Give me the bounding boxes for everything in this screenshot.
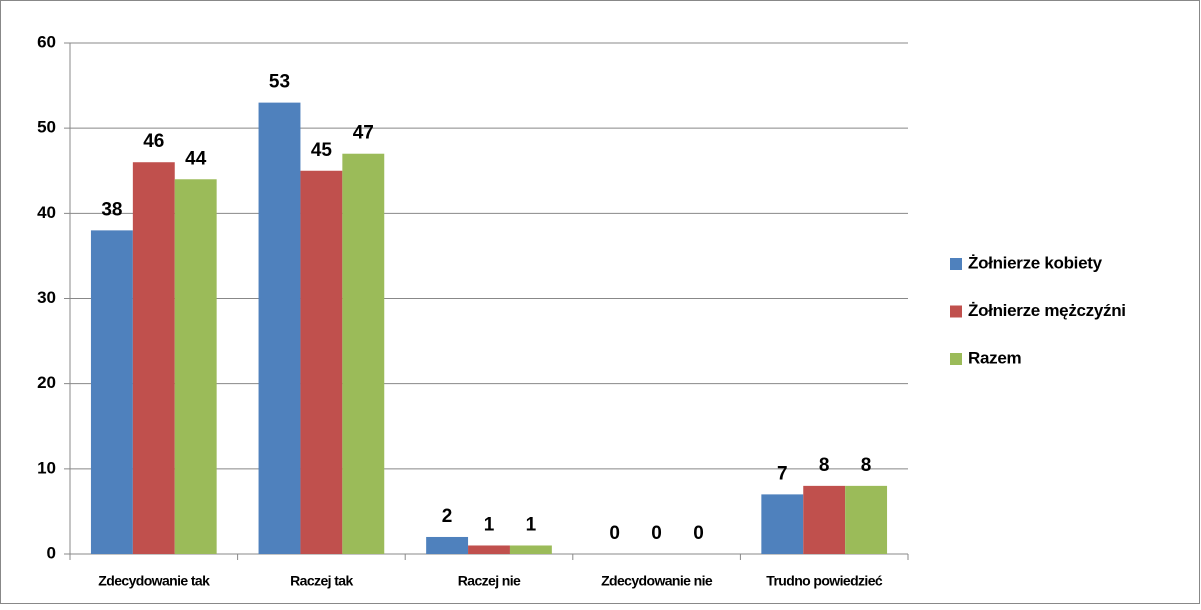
legend-label: Żołnierze mężczyźni — [968, 301, 1126, 320]
data-label: 1 — [484, 514, 495, 535]
bar — [845, 485, 888, 554]
data-label: 2 — [442, 506, 453, 527]
y-tick-label: 10 — [37, 458, 56, 477]
y-tick-label: 60 — [37, 32, 56, 51]
bar — [132, 162, 175, 554]
x-tick-label: Zdecydowanie tak — [98, 573, 210, 589]
bar — [468, 545, 510, 554]
data-label: 38 — [101, 199, 122, 220]
data-label: 44 — [185, 148, 207, 169]
bar — [761, 494, 804, 554]
data-label: 45 — [311, 140, 333, 161]
legend-swatch — [950, 353, 962, 365]
y-tick-label: 50 — [37, 118, 56, 137]
y-tick-label: 40 — [37, 203, 56, 222]
bar — [90, 230, 133, 554]
bar — [426, 536, 469, 554]
y-tick-label: 20 — [37, 373, 56, 392]
bar — [342, 153, 385, 554]
bar — [803, 485, 846, 554]
bar — [174, 179, 217, 554]
bar — [509, 545, 552, 554]
x-tick-label: Zdecydowanie nie — [601, 573, 713, 589]
y-tick-label: 0 — [47, 543, 56, 562]
data-label: 46 — [143, 131, 164, 152]
bar — [300, 170, 343, 554]
data-label: 8 — [861, 455, 872, 476]
data-label: 0 — [693, 523, 704, 544]
x-tick-label: Raczej nie — [458, 573, 521, 589]
legend-label: Razem — [968, 348, 1021, 367]
data-label: 53 — [269, 72, 290, 93]
x-tick-label: Raczej tak — [290, 573, 353, 589]
data-label: 7 — [777, 463, 788, 484]
legend-swatch — [950, 258, 962, 270]
legend-label: Żołnierze kobiety — [968, 253, 1103, 272]
data-label: 47 — [353, 123, 374, 144]
data-label: 0 — [651, 523, 662, 544]
x-tick-label: Trudno powiedzieć — [766, 573, 883, 589]
bar — [258, 102, 301, 554]
legend-swatch — [950, 305, 962, 318]
data-label: 0 — [609, 523, 620, 544]
data-label: 1 — [526, 514, 537, 535]
y-tick-label: 30 — [37, 288, 56, 307]
data-label: 8 — [819, 455, 830, 476]
